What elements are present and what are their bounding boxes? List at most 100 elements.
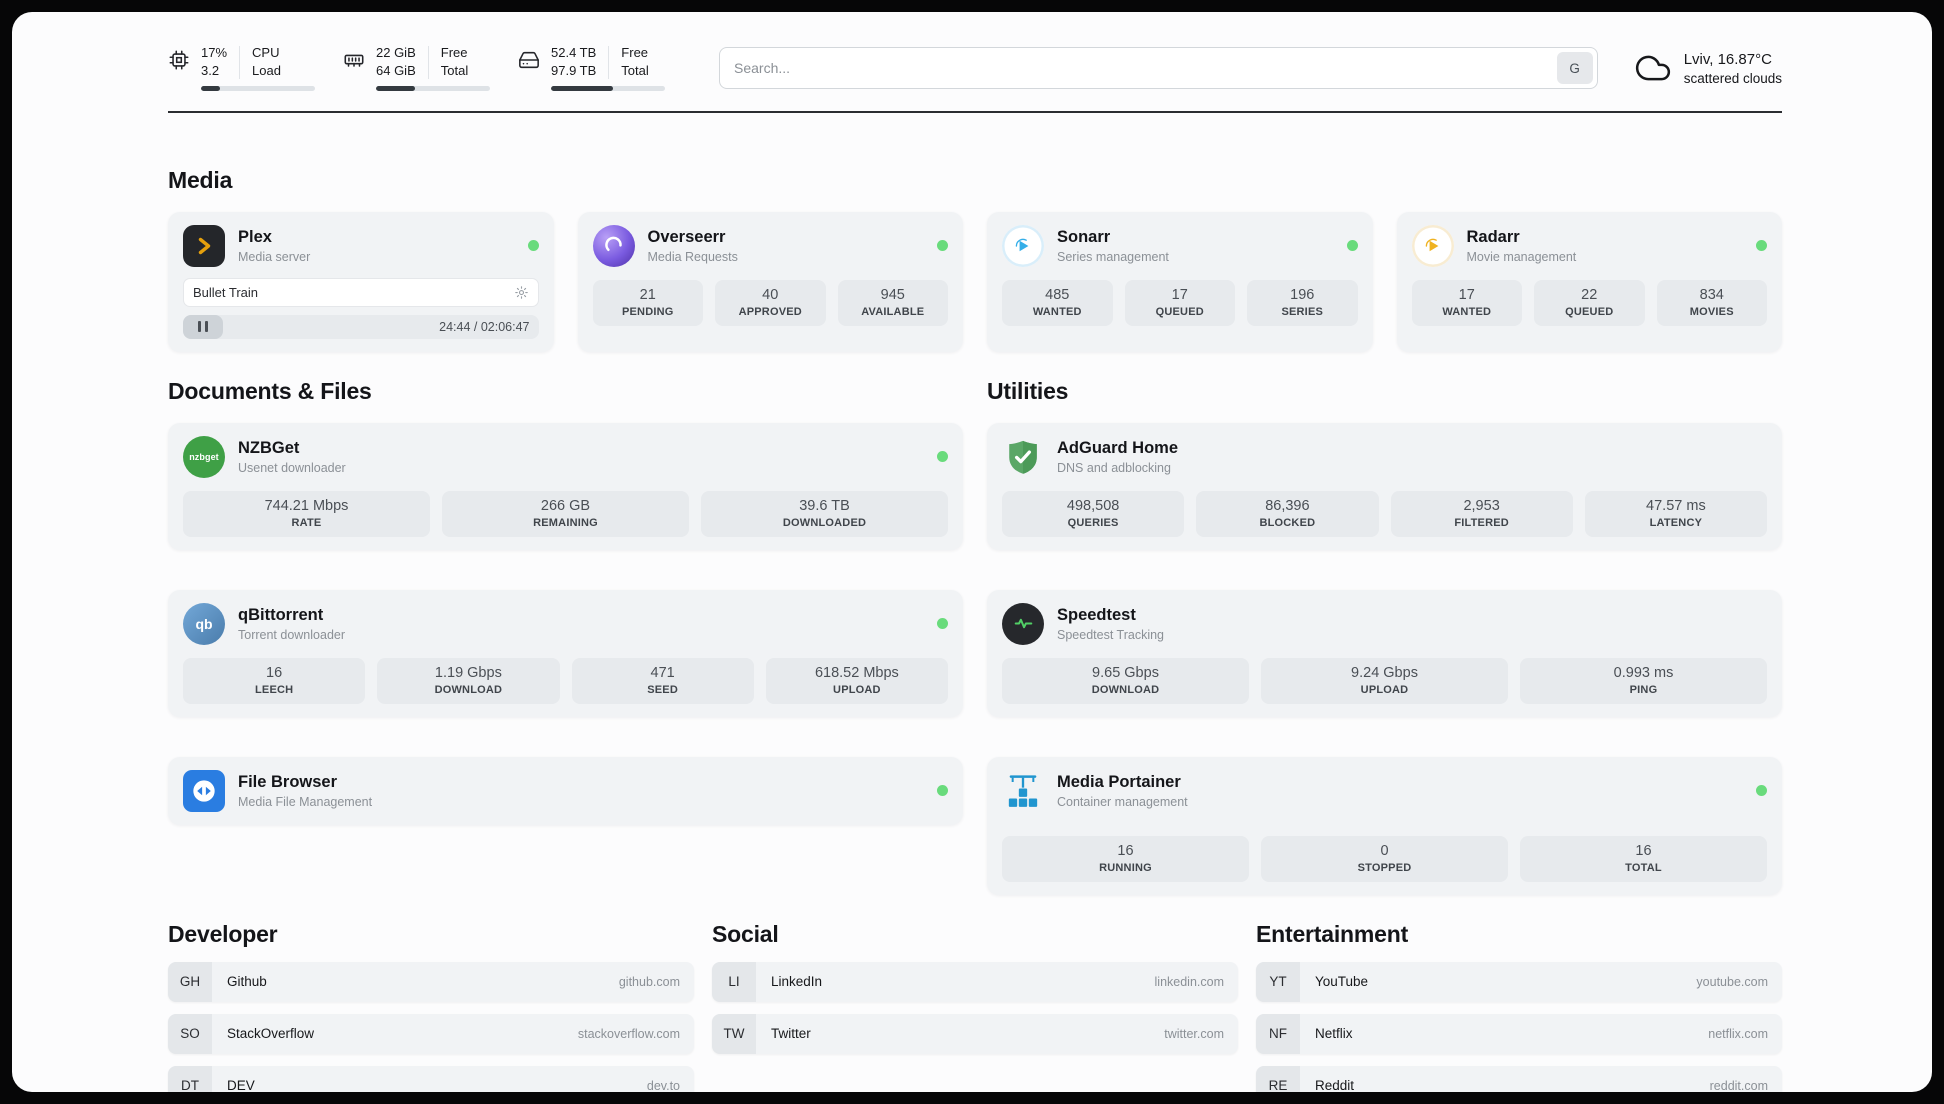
speedtest-title: Speedtest <box>1057 605 1136 624</box>
bookmark-linkedin[interactable]: LI LinkedIn linkedin.com <box>712 961 1238 1002</box>
stat-value: 22 <box>1581 286 1598 303</box>
plex-now-playing: Bullet Train <box>183 277 539 307</box>
bookmark-github[interactable]: GH Github github.com <box>168 961 694 1002</box>
documents-section: Documents & Files nzbget NZBGet Usenet d… <box>168 378 963 895</box>
speedtest-card-header: Speedtest Speedtest Tracking <box>1002 602 1767 645</box>
stat-label: QUERIES <box>1067 516 1119 529</box>
developer-list: GH Github github.com SO StackOverflow st… <box>168 961 694 1092</box>
filebrowser-card[interactable]: File Browser Media File Management <box>168 756 963 825</box>
stat-value: 485 <box>1045 286 1070 303</box>
bookmark-stackoverflow[interactable]: SO StackOverflow stackoverflow.com <box>168 1013 694 1054</box>
stat-label: RUNNING <box>1099 861 1152 874</box>
gear-icon[interactable] <box>514 285 529 300</box>
sonarr-card[interactable]: Sonarr Series management 485 WANTED 17 Q… <box>987 211 1373 352</box>
nzbget-icon[interactable]: nzbget <box>183 435 225 478</box>
topbar: 17% 3.2 CPU Load <box>168 45 1782 91</box>
stat-label: MOVIES <box>1689 305 1734 318</box>
stat-value: 1.19 Gbps <box>434 664 502 681</box>
nzbget-card[interactable]: nzbget NZBGet Usenet downloader 744.21 M… <box>168 422 963 550</box>
search-engine-button[interactable]: G <box>1556 52 1593 85</box>
filebrowser-icon[interactable] <box>183 769 225 812</box>
stat-label: SERIES <box>1281 305 1324 318</box>
bookmark-twitter[interactable]: TW Twitter twitter.com <box>712 1013 1238 1054</box>
radarr-card[interactable]: Radarr Movie management 17 WANTED 22 QUE… <box>1396 211 1782 352</box>
plex-icon[interactable] <box>183 224 225 267</box>
stat-value: 744.21 Mbps <box>264 497 349 514</box>
entertainment-heading: Entertainment <box>1256 920 1409 947</box>
adguard-card[interactable]: AdGuard Home DNS and adblocking 498,508 … <box>987 422 1782 550</box>
entertainment-list: YT YouTube youtube.com NF Netflix netfli… <box>1256 961 1782 1092</box>
portainer-stats: 16 RUNNING 0 STOPPED 16 TOTAL <box>1002 835 1767 882</box>
stat-value: 196 <box>1290 286 1315 303</box>
radarr-status-dot <box>1756 240 1767 252</box>
filebrowser-subtitle: Media File Management <box>238 794 373 809</box>
media-heading: Media <box>168 166 233 193</box>
stat-filtered: 2,953 FILTERED <box>1390 490 1573 537</box>
reddit-icon: RE <box>1256 1065 1300 1092</box>
adguard-shield-icon[interactable] <box>1002 436 1044 478</box>
nzbget-status-dot <box>937 451 948 463</box>
speedtest-pulse-icon[interactable] <box>1002 602 1044 645</box>
sonarr-status-dot <box>1346 240 1358 252</box>
portainer-crane-icon[interactable] <box>1002 770 1044 812</box>
pause-button[interactable] <box>183 314 223 339</box>
disk-label-bottom: Total <box>621 62 649 78</box>
bookmark-dev[interactable]: DT DEV dev.to <box>168 1065 694 1092</box>
stat-label: UPLOAD <box>833 683 881 696</box>
bookmark-youtube[interactable]: YT YouTube youtube.com <box>1256 961 1782 1002</box>
overseerr-card[interactable]: Overseerr Media Requests 21 PENDING 40 A… <box>577 211 963 352</box>
stat-downloaded: 39.6 TB DOWNLOADED <box>701 490 948 537</box>
stat-label: AVAILABLE <box>861 305 925 318</box>
radarr-title: Radarr <box>1466 227 1520 246</box>
sonarr-icon[interactable] <box>1002 224 1044 267</box>
stat-pending: 21 PENDING <box>592 279 703 326</box>
bookmark-reddit[interactable]: RE Reddit reddit.com <box>1256 1065 1782 1092</box>
portainer-card[interactable]: Media Portainer Container management 16 … <box>987 756 1782 895</box>
cpu-load-value: 3.2 <box>201 62 220 78</box>
bookmark-name: DEV <box>227 1078 255 1092</box>
ram-total-value: 64 GiB <box>376 62 416 78</box>
stat-value: 498,508 <box>1066 497 1120 514</box>
nzbget-stats: 744.21 Mbps RATE 266 GB REMAINING 39.6 T… <box>183 490 948 537</box>
qbittorrent-status-dot <box>937 618 948 630</box>
speedtest-stats: 9.65 Gbps DOWNLOAD 9.24 Gbps UPLOAD 0.99… <box>1002 657 1767 704</box>
hard-drive-icon <box>518 49 540 71</box>
overseerr-card-header: Overseerr Media Requests <box>592 224 948 267</box>
stat-download: 9.65 Gbps DOWNLOAD <box>1002 657 1249 704</box>
plex-seek-bar[interactable]: 24:44 / 02:06:47 <box>183 314 539 339</box>
stat-movies: 834 MOVIES <box>1656 279 1767 326</box>
qbittorrent-card[interactable]: qb qBittorrent Torrent downloader 16 LEE… <box>168 589 963 717</box>
bookmark-url: github.com <box>618 974 680 989</box>
cpu-progress-fill <box>201 85 221 91</box>
stat-seed: 471 SEED <box>571 657 754 704</box>
speedtest-card[interactable]: Speedtest Speedtest Tracking 9.65 Gbps D… <box>987 589 1782 717</box>
social-heading: Social <box>712 920 779 947</box>
speedtest-subtitle: Speedtest Tracking <box>1057 627 1165 642</box>
utilities-stack: AdGuard Home DNS and adblocking 498,508 … <box>987 422 1782 895</box>
bookmark-url: stackoverflow.com <box>577 1026 680 1041</box>
radarr-stats: 17 WANTED 22 QUEUED 834 MOVIES <box>1411 279 1767 326</box>
stat-latency: 47.57 ms LATENCY <box>1584 490 1767 537</box>
stat-value: 16 <box>266 664 283 681</box>
bookmark-netflix[interactable]: NF Netflix netflix.com <box>1256 1013 1782 1054</box>
stat-rate: 744.21 Mbps RATE <box>183 490 430 537</box>
stat-label: QUEUED <box>1565 305 1614 318</box>
ram-free-value: 22 GiB <box>376 45 416 60</box>
overseerr-icon[interactable] <box>592 224 635 267</box>
disk-progress-track <box>551 85 665 91</box>
radarr-icon[interactable] <box>1411 224 1454 267</box>
bookmark-name: Reddit <box>1315 1078 1355 1092</box>
netflix-icon: NF <box>1256 1013 1300 1054</box>
qbittorrent-icon[interactable]: qb <box>183 602 225 645</box>
bookmark-url: netflix.com <box>1708 1026 1768 1041</box>
cpu-progress-track <box>201 85 315 91</box>
stat-stopped: 0 STOPPED <box>1261 835 1508 882</box>
search-input[interactable] <box>719 47 1598 90</box>
linkedin-icon: LI <box>712 961 756 1002</box>
stat-label: WANTED <box>1032 305 1082 318</box>
plex-card[interactable]: Plex Media server Bullet Train <box>168 211 554 352</box>
portainer-card-header: Media Portainer Container management <box>1002 770 1767 812</box>
developer-heading: Developer <box>168 920 278 947</box>
playback-time: 24:44 / 02:06:47 <box>439 319 530 334</box>
stat-label: PENDING <box>621 305 674 318</box>
